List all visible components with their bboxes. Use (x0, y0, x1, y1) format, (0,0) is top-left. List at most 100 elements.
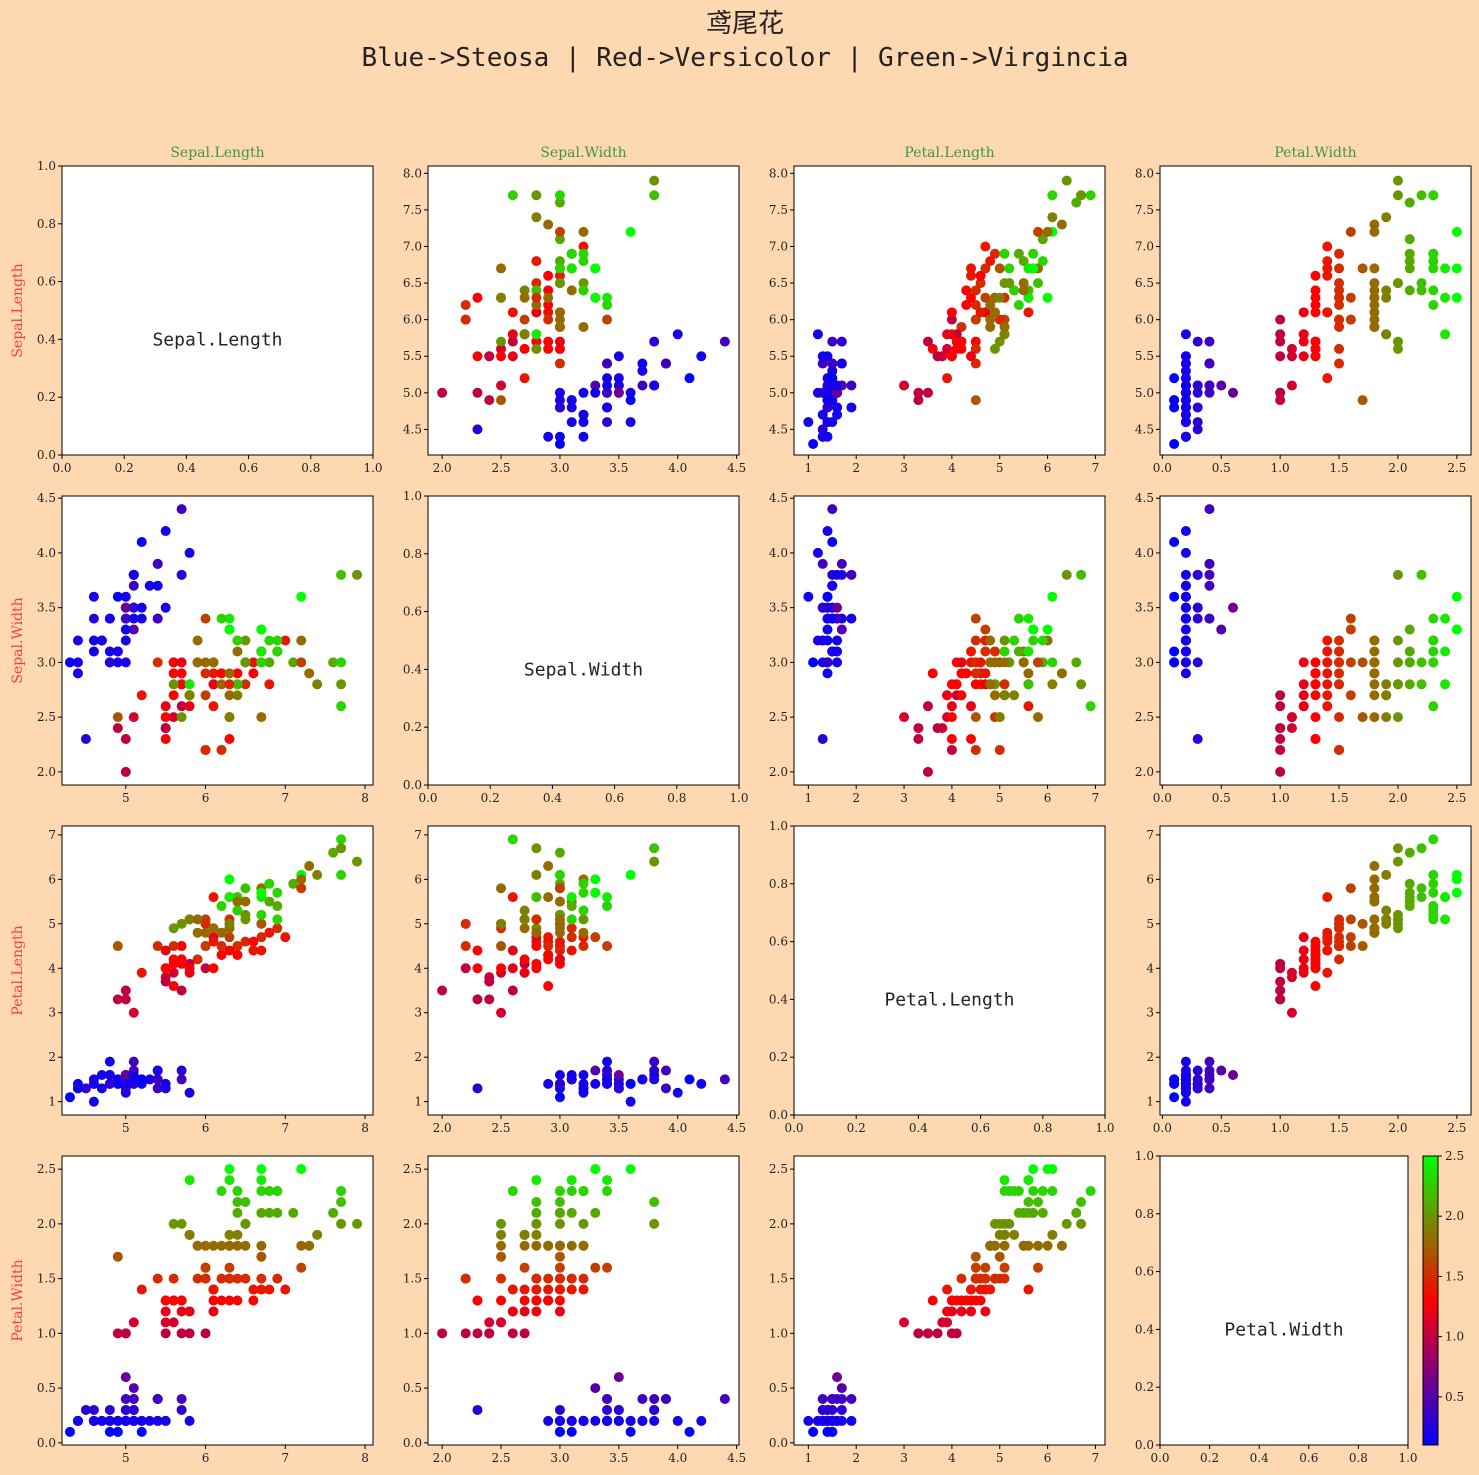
scatter-point (822, 387, 833, 398)
x-tick-label: 4.5 (727, 1451, 746, 1465)
scatter-point (578, 1218, 589, 1229)
scatter-point (1334, 679, 1345, 690)
scatter-point (72, 657, 83, 668)
scatter-point (989, 248, 1000, 259)
scatter-point (152, 558, 163, 569)
scatter-point (578, 409, 589, 420)
scatter-point (999, 679, 1010, 690)
scatter-point (531, 343, 542, 354)
scatter-point (1047, 657, 1058, 668)
scatter-point (999, 646, 1010, 657)
scatter-point (1404, 657, 1415, 668)
scatter-point (1180, 1078, 1191, 1089)
x-tick-label: 0.0 (1153, 461, 1172, 475)
scatter-point (88, 613, 99, 624)
scatter-point (1076, 1196, 1087, 1207)
scatter-point (956, 690, 967, 701)
scatter-point (1381, 869, 1392, 880)
scatter-point (1416, 190, 1427, 201)
scatter-point (1192, 402, 1203, 413)
scatter-point (507, 892, 518, 903)
scatter-point (590, 1065, 601, 1076)
scatter-point (176, 569, 187, 580)
diagonal-label: Petal.Width (1224, 1319, 1343, 1340)
y-tick-label: 0.2 (769, 1050, 788, 1064)
scatter-point (999, 1175, 1010, 1186)
scatter-point (352, 1218, 363, 1229)
scatter-point (1451, 624, 1462, 635)
scatter-point (578, 1273, 589, 1284)
scatter-point (1018, 657, 1029, 668)
scatter-point (1369, 927, 1380, 938)
scatter-point (1298, 945, 1309, 956)
scatter-point (602, 387, 613, 398)
scatter-point (120, 1078, 131, 1089)
scatter-point (1416, 278, 1427, 289)
scatter-point (566, 932, 577, 943)
scatter-point (1047, 679, 1058, 690)
scatter-point (128, 1383, 139, 1394)
scatter-point (1023, 679, 1034, 690)
scatter-point (200, 1262, 211, 1273)
scatter-point (1428, 878, 1439, 889)
scatter-point (120, 766, 131, 777)
x-tick-label: 0.0 (1150, 1451, 1169, 1465)
scatter-point (224, 668, 235, 679)
scatter-point (1369, 300, 1380, 311)
y-tick-label: 2 (1146, 1050, 1154, 1064)
scatter-point (946, 351, 957, 362)
scatter-point (970, 744, 981, 755)
scatter-point (822, 635, 833, 646)
scatter-point (1334, 300, 1345, 311)
column-title: Sepal.Width (540, 145, 626, 161)
scatter-point (613, 1404, 624, 1415)
y-tick-label: 7.5 (403, 203, 422, 217)
scatter-point (970, 395, 981, 406)
scatter-point (1428, 887, 1439, 898)
scatter-point (1180, 526, 1191, 537)
scatter-point (817, 558, 828, 569)
scatter-point (1428, 256, 1439, 267)
y-tick-label: 1.0 (403, 489, 422, 503)
scatter-point (1310, 958, 1321, 969)
scatter-point (985, 314, 996, 325)
x-tick-label: 6 (202, 1451, 210, 1465)
scatter-point (1369, 285, 1380, 296)
scatter-point (578, 431, 589, 442)
scatter-point (613, 1083, 624, 1094)
scatter-point (554, 343, 565, 354)
scatter-point (1061, 569, 1072, 580)
scatter-point (519, 285, 530, 296)
scatter-point (112, 1426, 123, 1437)
scatter-point (1286, 972, 1297, 983)
scatter-point (822, 1426, 833, 1437)
scatter-point (224, 918, 235, 929)
scatter-point (602, 892, 613, 903)
scatter-point (1322, 263, 1333, 274)
scatter-point (649, 1404, 660, 1415)
scatter-point (649, 856, 660, 867)
y-tick-label: 5 (414, 917, 422, 931)
scatter-point (1298, 351, 1309, 362)
scatter-point (112, 646, 123, 657)
row-label: Petal.Width (10, 1259, 26, 1341)
scatter-point (985, 657, 996, 668)
diagonal-label: Petal.Length (884, 989, 1014, 1010)
scatter-point (120, 613, 131, 624)
scatter-point (808, 1426, 819, 1437)
scatter-point (1416, 569, 1427, 580)
scatter-point (822, 1415, 833, 1426)
scatter-point (272, 1273, 283, 1284)
scatter-point (1023, 668, 1034, 679)
scatter-point (554, 1207, 565, 1218)
scatter-point (660, 358, 671, 369)
scatter-point (200, 744, 211, 755)
scatter-point (216, 941, 227, 952)
scatter-point (272, 1186, 283, 1197)
scatter-point (1037, 635, 1048, 646)
scatter-point (554, 869, 565, 880)
scatter-point (1334, 646, 1345, 657)
scatter-point (578, 941, 589, 952)
scatter-matrix: 0.0 0.2 0.4 0.6 0.8 1.0 0.0 0.2 0.4 0.6 0.8 1.0 Sepa… (10, 145, 1472, 1465)
y-tick-label: 2.0 (769, 1217, 788, 1231)
